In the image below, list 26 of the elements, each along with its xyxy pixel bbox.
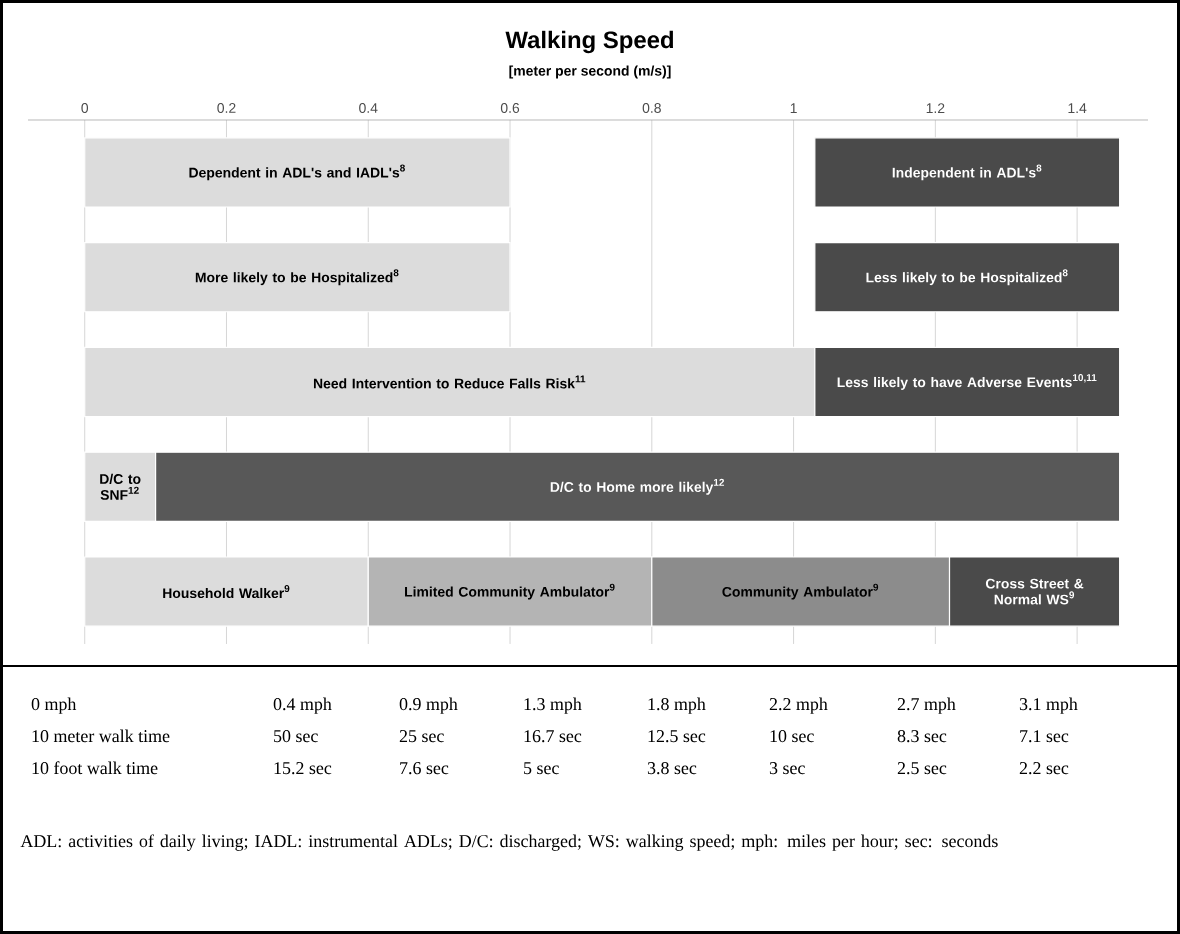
text: 10 foot walk time	[32, 761, 158, 775]
text: 0 mph	[31, 697, 77, 714]
text: 50 sec	[274, 730, 318, 743]
text: 2.5 sec	[897, 762, 947, 775]
text: 16.7 sec	[524, 730, 582, 743]
text: 12.5 sec	[648, 730, 706, 743]
text: 0.9 mph	[399, 697, 458, 714]
text: ADL: activities of daily living; IADL: instrumental ADLs; D/C: discharged; WS: walking speed; mph: miles per hour; sec: seconds	[20, 834, 998, 851]
text: 10 meter walk time	[32, 729, 170, 743]
text: 1.8 mph	[648, 697, 706, 714]
text: 2.2 mph	[769, 697, 828, 714]
text: 15.2 sec	[274, 762, 332, 775]
text: 1.3 mph	[524, 697, 582, 714]
text: 25 sec	[399, 730, 444, 743]
text: 8.3 sec	[897, 730, 947, 743]
text: 3 sec	[769, 762, 805, 775]
text: 3.8 sec	[647, 762, 697, 775]
text: 3.1 mph	[1019, 697, 1078, 714]
text: 0.4 mph	[273, 697, 332, 714]
text: 10 sec	[770, 730, 814, 743]
text: 2.2 sec	[1019, 762, 1069, 775]
text: 7.6 sec	[400, 762, 449, 775]
text: 5 sec	[524, 762, 559, 775]
text: 7.1 sec	[1020, 730, 1069, 743]
text: 2.7 mph	[897, 697, 956, 714]
chart-title: Walking Speed	[505, 30, 674, 54]
